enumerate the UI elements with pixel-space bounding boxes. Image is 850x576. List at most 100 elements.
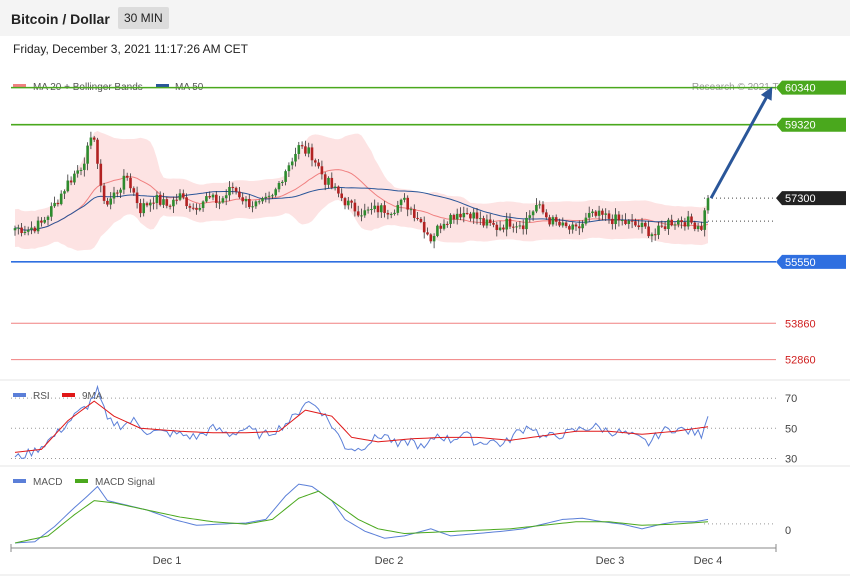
candle-body (333, 186, 337, 188)
candle-body (541, 204, 545, 213)
candle-body (112, 192, 116, 199)
candle-body (673, 224, 677, 226)
rsi-tick-label: 70 (785, 393, 797, 405)
candle-body (525, 217, 528, 230)
candle-body (644, 222, 647, 227)
candle-body (528, 215, 532, 218)
candle-body (455, 213, 459, 220)
candle-body (373, 205, 376, 210)
candle-body (277, 183, 281, 190)
candle-body (99, 163, 103, 186)
candle-body (13, 228, 17, 231)
candle-body (479, 218, 482, 220)
candle-body (637, 225, 640, 228)
level-label-52860: 52860 (785, 355, 816, 367)
candle-body (198, 207, 202, 210)
bollinger-band (15, 130, 708, 251)
candle-body (287, 165, 291, 172)
timeframe-badge[interactable]: 30 MIN (118, 7, 169, 29)
candle-body (254, 201, 258, 207)
candle-body (452, 214, 456, 220)
candle-body (231, 186, 235, 188)
candle-body (488, 219, 492, 223)
candle-body (492, 222, 495, 225)
level-badge-59320 (776, 117, 846, 132)
candle-body (366, 209, 370, 211)
candle-body (317, 162, 320, 167)
x-tick-label: Dec 4 (694, 555, 723, 567)
candle-body (663, 226, 667, 230)
candle-body (680, 220, 683, 223)
candle-body (165, 199, 169, 206)
candle-body (337, 186, 340, 194)
candle-body (531, 211, 535, 216)
candle-body (83, 163, 86, 170)
candle-body (307, 147, 310, 154)
candle-body (188, 206, 192, 208)
candle-body (436, 225, 439, 237)
level-label-57300: 57300 (785, 193, 816, 205)
level-label-55550: 55550 (785, 257, 816, 269)
candle-body (205, 196, 208, 202)
candle-body (551, 217, 555, 225)
candle-body (380, 205, 383, 213)
candle-body (432, 236, 436, 242)
candle-body (393, 212, 396, 214)
candle-body (650, 234, 654, 237)
candle-body (396, 205, 400, 213)
candle-body (578, 226, 581, 229)
candle-body (149, 202, 152, 206)
timestamp: Friday, December 3, 2021 11:17:26 AM CET (13, 42, 249, 56)
macd-tick-label: 0 (785, 525, 791, 537)
candle-body (347, 200, 350, 206)
candle-body (548, 217, 551, 225)
candle-body (696, 226, 700, 230)
candle-body (211, 194, 215, 198)
rsi-line (14, 384, 709, 460)
candle-body (274, 189, 277, 196)
candle-body (581, 223, 584, 229)
candle-body (686, 216, 690, 227)
candle-body (221, 198, 225, 203)
candle-body (125, 175, 129, 178)
candle-body (376, 205, 380, 213)
candle-body (653, 234, 657, 236)
candle-body (142, 203, 145, 214)
candle-body (79, 169, 83, 171)
candle-body (36, 220, 40, 232)
candle-body (234, 187, 238, 192)
candle-body (614, 214, 617, 225)
candle-body (300, 145, 304, 147)
candle-body (472, 212, 475, 219)
candle-body (620, 220, 624, 222)
forecast-arrow (709, 91, 771, 199)
rsi-tick-label: 50 (785, 423, 797, 435)
candle-body (264, 196, 268, 199)
candle-body (327, 177, 330, 185)
candle-body (323, 174, 327, 185)
macd-legend-swatch (13, 479, 26, 483)
candle-body (406, 197, 409, 210)
forecast-arrow-head (760, 86, 773, 101)
candle-body (561, 222, 565, 226)
level-badge-57300 (776, 191, 846, 206)
candle-body (416, 217, 419, 219)
macd-legend-label: MACD (33, 477, 62, 488)
candle-body (132, 188, 136, 193)
rsi-tick-label: 30 (785, 453, 797, 465)
candle-body (297, 145, 301, 154)
candle-body (109, 198, 112, 205)
candle-body (389, 213, 393, 215)
rsi-legend-label: RSI (33, 391, 50, 402)
candle-body (251, 206, 254, 208)
candle-body (152, 202, 155, 204)
candle-body (670, 219, 673, 226)
candle-body (399, 199, 403, 206)
candle-body (162, 199, 165, 205)
candle-body (446, 223, 449, 225)
candle-body (215, 194, 218, 203)
candle-body (624, 220, 627, 224)
candle-body (248, 198, 251, 208)
candle-body (175, 199, 178, 201)
